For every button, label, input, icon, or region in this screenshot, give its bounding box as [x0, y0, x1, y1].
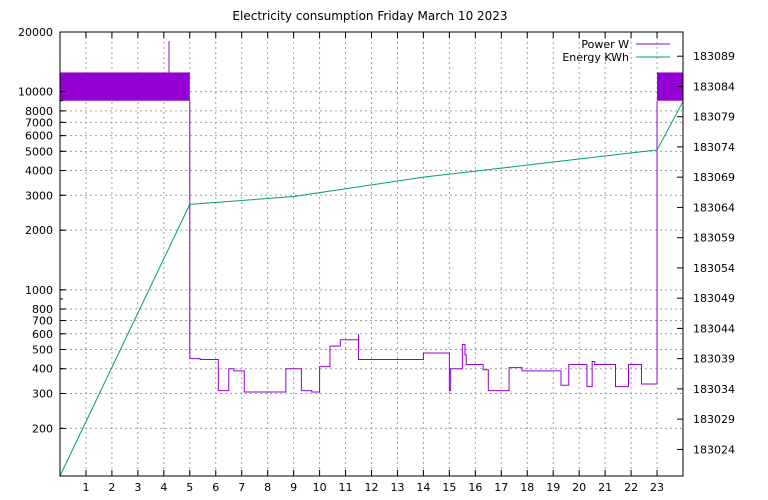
y-tick-label: 500 — [32, 344, 53, 357]
y-tick-label: 1000 — [25, 284, 53, 297]
x-tick-label: 11 — [339, 481, 353, 494]
y-tick-label: 10000 — [18, 86, 53, 99]
x-tick-label: 20 — [572, 481, 586, 494]
x-tick-label: 4 — [160, 481, 167, 494]
tick-layer: 1 2 3 4 5 6 7 8 9 10 11 12 13 14 15 16 17 18 19 20 21 22 23200… — [18, 26, 735, 494]
legend-label: Energy KWh — [562, 51, 629, 64]
y2-tick-label: 183049 — [693, 292, 735, 305]
x-tick-label: 7 — [238, 481, 245, 494]
y2-tick-label: 183024 — [693, 443, 735, 456]
y2-tick-label: 183069 — [693, 171, 735, 184]
y-tick-label: 7000 — [25, 116, 53, 129]
y-tick-label: 200 — [32, 422, 53, 435]
y-tick-label: 700 — [32, 315, 53, 328]
y2-tick-label: 183074 — [693, 141, 735, 154]
x-tick-label: 17 — [494, 481, 508, 494]
y2-tick-label: 183089 — [693, 50, 735, 63]
y-tick-label: 300 — [32, 387, 53, 400]
series-layer — [59, 41, 684, 477]
y-tick-label: 2000 — [25, 224, 53, 237]
grid — [60, 31, 683, 476]
series-line-1 — [59, 101, 684, 477]
x-tick-label: 18 — [520, 481, 534, 494]
x-tick-label: 13 — [390, 481, 404, 494]
x-tick-label: 10 — [313, 481, 327, 494]
x-tick-label: 21 — [598, 481, 612, 494]
x-tick-label: 5 — [186, 481, 193, 494]
y-tick-label: 4000 — [25, 165, 53, 178]
y2-tick-label: 183054 — [693, 262, 735, 275]
y2-tick-label: 183064 — [693, 201, 735, 214]
x-tick-label: 15 — [442, 481, 456, 494]
y2-tick-label: 183029 — [693, 413, 735, 426]
x-tick-label: 9 — [290, 481, 297, 494]
x-tick-label: 1 — [82, 481, 89, 494]
y2-tick-label: 183034 — [693, 383, 735, 396]
y2-tick-label: 183044 — [693, 322, 735, 335]
series-line-0 — [168, 41, 658, 393]
x-tick-label: 22 — [624, 481, 638, 494]
x-tick-label: 2 — [108, 481, 115, 494]
x-tick-label: 14 — [416, 481, 430, 494]
y-tick-label: 6000 — [25, 130, 53, 143]
y2-tick-label: 183059 — [693, 232, 735, 245]
y-tick-label: 800 — [32, 303, 53, 316]
x-tick-label: 3 — [134, 481, 141, 494]
y2-tick-label: 183079 — [693, 111, 735, 124]
y2-tick-label: 183039 — [693, 353, 735, 366]
y-tick-label: 8000 — [25, 105, 53, 118]
x-tick-label: 16 — [468, 481, 482, 494]
x-tick-label: 23 — [650, 481, 664, 494]
x-tick-label: 6 — [212, 481, 219, 494]
chart-title: Electricity consumption Friday March 10 … — [232, 9, 507, 23]
x-tick-label: 12 — [365, 481, 379, 494]
x-tick-label: 19 — [546, 481, 560, 494]
legend-label: Power W — [581, 38, 629, 51]
y-tick-label: 3000 — [25, 189, 53, 202]
y-tick-label: 400 — [32, 363, 53, 376]
x-tick-label: 8 — [264, 481, 271, 494]
y-tick-label: 20000 — [18, 26, 53, 39]
y2-tick-label: 183084 — [693, 80, 735, 93]
y-tick-label: 600 — [32, 328, 53, 341]
y-tick-label: 5000 — [25, 145, 53, 158]
power-band — [60, 72, 190, 101]
